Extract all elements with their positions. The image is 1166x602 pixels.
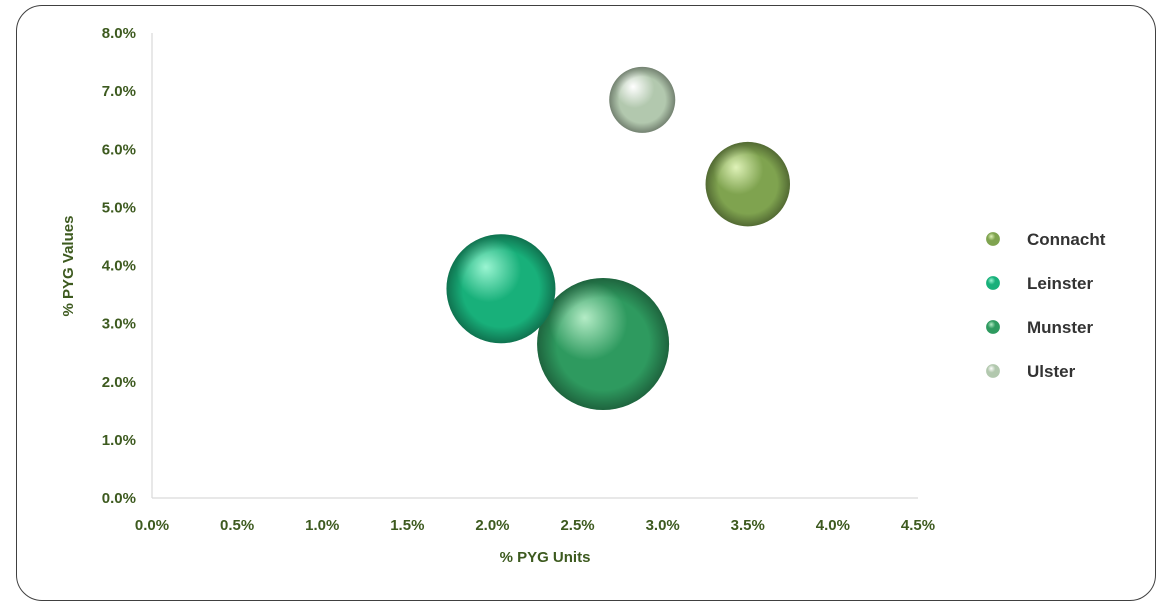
legend-item-munster: Munster bbox=[986, 318, 1094, 337]
y-tick-label: 0.0% bbox=[102, 490, 136, 507]
bubble-shade bbox=[705, 141, 790, 227]
legend-marker bbox=[986, 232, 1000, 246]
bubble-munster bbox=[537, 277, 670, 410]
y-tick-label: 2.0% bbox=[102, 374, 136, 391]
bubble-shade bbox=[446, 234, 556, 344]
legend-marker bbox=[986, 320, 1000, 334]
bubble-leinster bbox=[446, 234, 556, 344]
x-tick-label: 4.5% bbox=[901, 517, 935, 534]
y-tick-label: 6.0% bbox=[102, 141, 136, 158]
y-tick-labels: 0.0% 1.0% 2.0% 3.0% 4.0% 5.0% 6.0% 7.0% 8.0% bbox=[102, 25, 136, 507]
bubble-shade bbox=[537, 277, 670, 410]
y-tick-label: 1.0% bbox=[102, 432, 136, 449]
y-axis-title: % PYG Values bbox=[60, 216, 77, 317]
legend: Connacht Leinster Munster Ulster bbox=[986, 230, 1106, 381]
x-tick-labels: 0.0% 0.5% 1.0% 1.5% 2.0% 2.5% 3.0% 3.5% 4.0% 4.5% bbox=[135, 517, 935, 534]
bubble-connacht bbox=[705, 141, 790, 227]
bubble-ulster bbox=[609, 66, 676, 133]
x-tick-label: 4.0% bbox=[816, 517, 850, 534]
y-tick-label: 4.0% bbox=[102, 258, 136, 275]
x-tick-label: 3.0% bbox=[646, 517, 680, 534]
x-tick-label: 1.0% bbox=[305, 517, 339, 534]
x-tick-label: 3.5% bbox=[731, 517, 765, 534]
legend-marker bbox=[986, 364, 1000, 378]
x-tick-label: 2.5% bbox=[560, 517, 594, 534]
x-tick-label: 0.5% bbox=[220, 517, 254, 534]
y-tick-label: 7.0% bbox=[102, 83, 136, 100]
legend-label: Leinster bbox=[1027, 274, 1094, 293]
y-tick-label: 5.0% bbox=[102, 199, 136, 216]
x-tick-label: 0.0% bbox=[135, 517, 169, 534]
x-tick-label: 1.5% bbox=[390, 517, 424, 534]
legend-item-ulster: Ulster bbox=[986, 362, 1076, 381]
x-axis-title: % PYG Units bbox=[500, 549, 591, 566]
legend-label: Connacht bbox=[1027, 230, 1106, 249]
legend-item-leinster: Leinster bbox=[986, 274, 1094, 293]
legend-label: Munster bbox=[1027, 318, 1094, 337]
legend-item-connacht: Connacht bbox=[986, 230, 1106, 249]
y-tick-label: 3.0% bbox=[102, 316, 136, 333]
y-tick-label: 8.0% bbox=[102, 25, 136, 42]
legend-label: Ulster bbox=[1027, 362, 1076, 381]
bubble-shade bbox=[609, 66, 676, 133]
x-tick-label: 2.0% bbox=[475, 517, 509, 534]
legend-marker bbox=[986, 276, 1000, 290]
bubbles bbox=[446, 66, 790, 410]
